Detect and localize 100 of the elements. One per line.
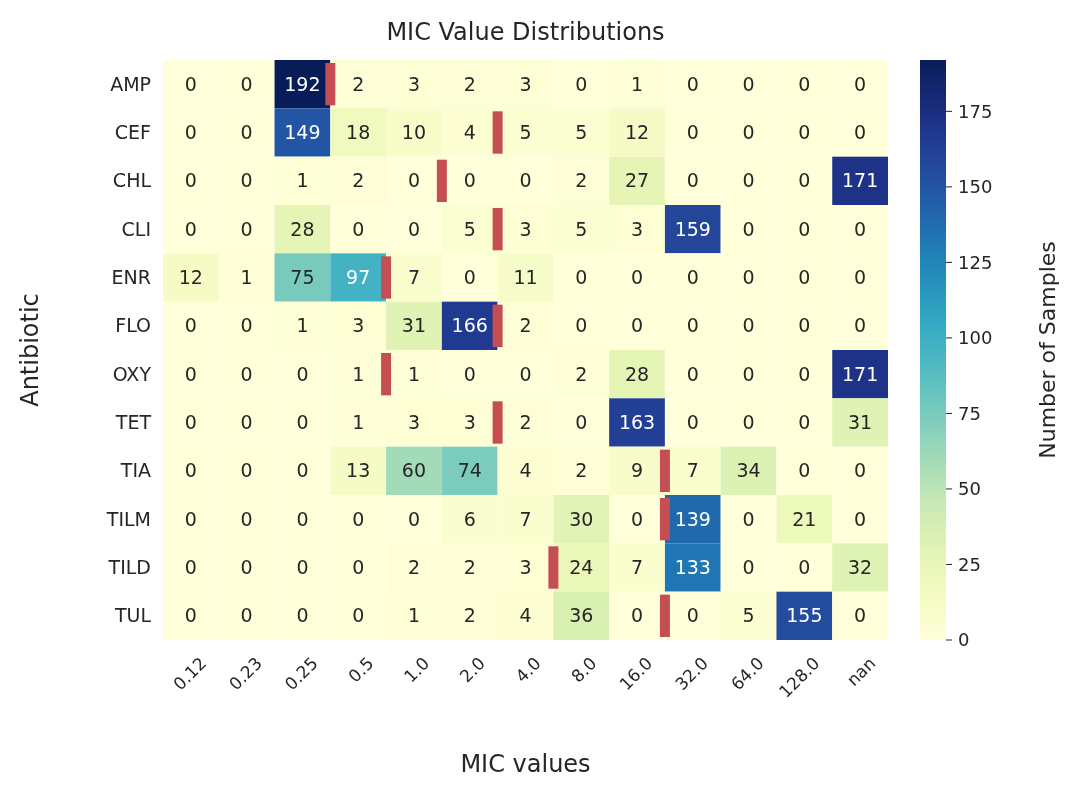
data-label: 171 [841,362,879,385]
data-label: 0 [686,362,699,385]
x-tick-label: 1.0 [399,653,434,687]
data-label: 192 [284,72,321,95]
data-label: 2 [463,556,476,579]
data-label: 97 [346,266,371,289]
data-label: 0 [798,169,811,192]
data-label: 0 [296,604,309,627]
data-label: 2 [463,604,476,627]
data-label: 139 [674,507,711,530]
data-label: 0 [742,266,755,289]
data-label: 0 [854,507,867,530]
x-tick-label: nan [842,653,880,690]
y-tick-label: TUL [113,604,152,627]
data-label: 0 [352,507,365,530]
data-label: 1 [352,362,365,385]
data-label: 7 [630,556,644,579]
data-label: 0 [798,362,811,385]
data-label: 13 [346,459,371,482]
data-label: 30 [569,507,594,530]
data-label: 3 [519,217,532,240]
data-label: 0 [240,411,253,434]
data-label: 1 [407,604,421,627]
color-bar-label: 125 [958,251,993,273]
data-label: 27 [624,169,650,192]
data-label: 9 [630,459,644,482]
data-label: 0 [630,266,644,289]
y-tick-label: FLO [115,314,151,337]
data-label: 0 [240,459,253,482]
data-label: 163 [618,411,656,434]
color-bar-label: 150 [958,176,993,198]
data-label: 74 [457,459,482,482]
data-label: 2 [575,169,588,192]
data-label: 0 [184,604,197,627]
data-label: 0 [407,507,421,530]
data-label: 2 [575,362,588,385]
y-tick-label: OXY [112,362,152,385]
data-label: 1 [630,72,644,95]
data-label: 5 [463,217,476,240]
data-label: 32 [848,556,873,579]
data-label: 34 [736,459,761,482]
data-label: 0 [407,217,421,240]
data-label: 0 [742,362,755,385]
data-label: 0 [575,72,588,95]
data-label: 60 [401,459,427,482]
y-tick-label: CEF [114,121,151,144]
data-label: 0 [686,314,699,337]
data-label: 28 [624,362,650,385]
color-bar-label: 50 [958,478,981,500]
data-label: 0 [352,604,365,627]
data-label: 0 [742,314,755,337]
data-label: 0 [798,72,811,95]
data-label: 75 [290,266,315,289]
data-label: 0 [798,556,811,579]
data-label: 0 [686,266,699,289]
data-label: 7 [686,459,699,482]
data-label: 2 [575,459,588,482]
data-label: 0 [686,411,699,434]
data-label: 0 [854,217,867,240]
data-label: 0 [184,314,197,337]
data-label: 0 [296,362,309,385]
data-label: 28 [290,217,315,240]
data-label: 0 [742,169,755,192]
data-label: 0 [686,121,699,144]
data-label: 1 [296,169,309,192]
data-label: 1 [352,411,365,434]
data-label: 0 [296,507,309,530]
data-label: 149 [284,121,321,144]
color-bar-label: 0 [958,629,970,651]
data-label: 0 [240,314,253,337]
data-label: 133 [674,556,711,579]
data-label: 0 [854,604,867,627]
data-label: 155 [786,604,823,627]
x-tick-label: 4.0 [511,653,545,687]
data-label: 0 [686,604,699,627]
data-label: 0 [575,266,588,289]
data-label: 10 [401,121,427,144]
data-label: 0 [296,556,309,579]
data-label: 0 [630,604,644,627]
data-label: 0 [240,556,253,579]
data-label: 3 [407,411,421,434]
x-axis-title: MIC values [460,750,591,778]
data-label: 0 [184,556,197,579]
data-label: 3 [519,72,532,95]
data-label: 0 [352,217,365,240]
data-label: 0 [575,314,588,337]
data-label: 12 [178,266,203,289]
data-label: 0 [240,362,253,385]
data-label: 0 [798,314,811,337]
data-label: 0 [184,121,197,144]
data-label: 0 [798,217,811,240]
data-label: 0 [630,314,644,337]
data-label: 0 [742,556,755,579]
data-label: 3 [630,217,644,240]
data-label: 31 [848,411,873,434]
data-label: 18 [346,121,371,144]
data-label: 0 [854,314,867,337]
data-label: 21 [792,507,817,530]
data-label: 0 [854,266,867,289]
data-label: 2 [352,72,365,95]
